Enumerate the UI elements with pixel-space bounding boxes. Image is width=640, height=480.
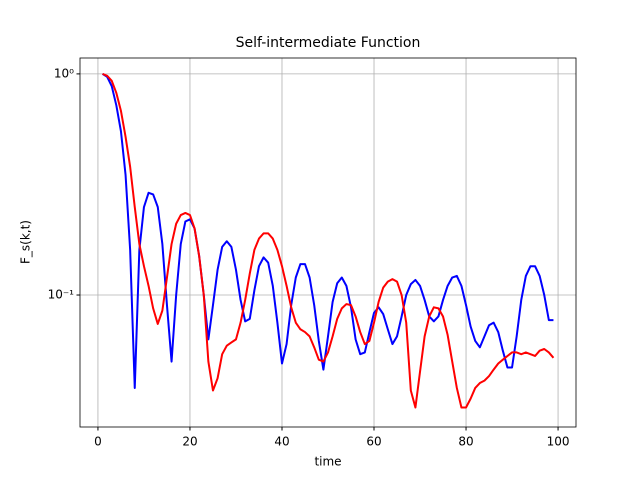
series-line: [102, 72, 555, 409]
x-tick-label: 100: [547, 435, 570, 449]
y-axis-label: F_s(k,t): [19, 220, 33, 264]
plot-frame: [79, 57, 577, 428]
series-line: [102, 73, 554, 389]
x-axis-label: time: [314, 455, 341, 469]
x-tick-label: 60: [366, 435, 381, 449]
x-tick-label: 80: [458, 435, 473, 449]
x-tick-label: 20: [182, 435, 197, 449]
x-tick-label: 0: [94, 435, 102, 449]
chart-title: Self-intermediate Function: [236, 35, 421, 51]
y-tick-label: 10⁻¹: [48, 288, 75, 302]
x-tick-label: 40: [274, 435, 289, 449]
y-tick-label: 10⁰: [54, 66, 74, 80]
